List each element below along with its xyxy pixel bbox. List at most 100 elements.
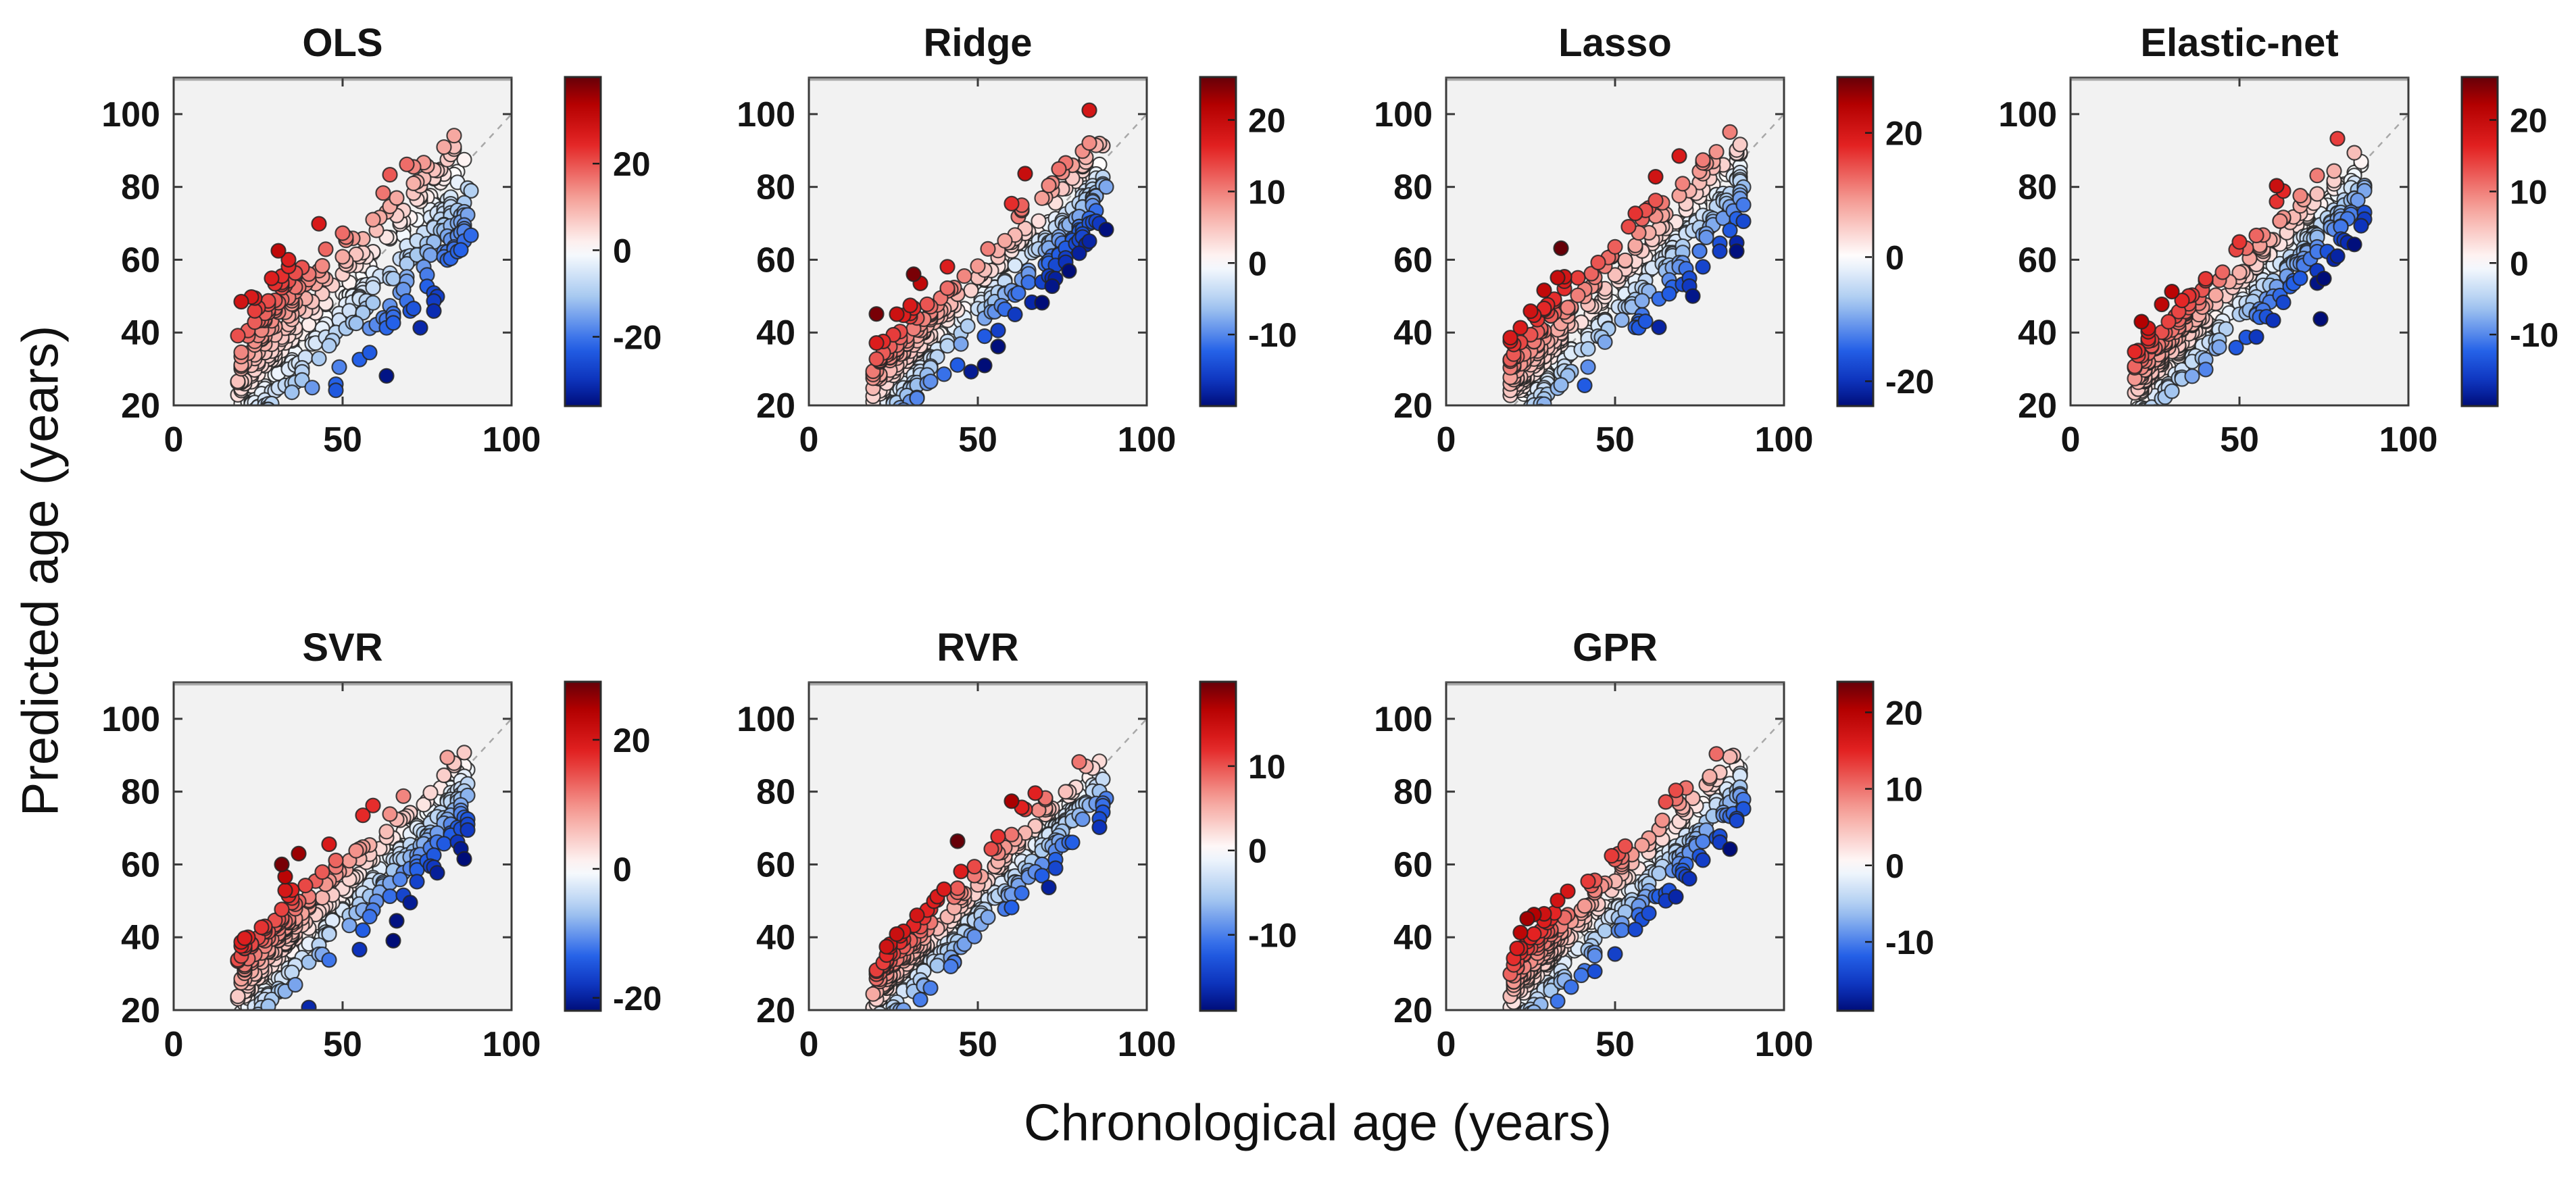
colorbar-tick-label: 0 <box>1248 245 1267 282</box>
scatter-point <box>2231 264 2248 280</box>
colorbar-tick-label: 10 <box>1248 748 1286 786</box>
scatter-point <box>2198 271 2214 287</box>
scatter-point <box>284 384 300 401</box>
scatter-point <box>1027 785 1043 801</box>
scatter-point <box>291 845 307 862</box>
scatter-point <box>264 270 280 286</box>
scatter-point <box>1536 282 1552 299</box>
scatter-point <box>297 877 314 894</box>
colorbar-tick-label: -20 <box>613 318 662 356</box>
scatter-point <box>1607 239 1623 255</box>
scatter-point <box>2312 311 2329 327</box>
scatter-point <box>1722 841 1738 857</box>
y-tick-label: 60 <box>1393 845 1433 884</box>
scatter-point <box>365 797 381 813</box>
scatter-point <box>1560 883 1576 899</box>
colorbar-tick-label: 0 <box>1885 239 1904 276</box>
x-tick-label: 0 <box>1437 1025 1456 1064</box>
axes-box <box>172 681 513 1011</box>
scatter-point <box>287 976 303 993</box>
scatter-point <box>265 1022 279 1036</box>
scatter-point <box>362 908 378 925</box>
panel-title: Elastic-net <box>2140 21 2338 65</box>
scatter-point <box>919 296 935 312</box>
scatter-point <box>1627 205 1643 222</box>
scatter-point <box>939 280 956 297</box>
scatter-point <box>412 320 428 336</box>
y-tick-label: 20 <box>2018 386 2057 426</box>
scatter-point <box>2292 270 2308 286</box>
scatter-point <box>1526 926 1542 943</box>
scatter-point <box>990 828 1006 845</box>
scatter-point <box>1675 176 1691 192</box>
scatter-point <box>976 328 993 345</box>
scatter-point <box>1695 852 1711 868</box>
scatter-point <box>1007 257 1023 274</box>
scatter-point <box>2211 339 2227 355</box>
scatter-point <box>2150 404 2160 405</box>
scatter-point <box>2309 168 2325 184</box>
scatter-point <box>362 345 378 361</box>
scatter-point <box>348 843 364 859</box>
scatter-point <box>230 988 246 1005</box>
x-tick-label: 50 <box>323 420 362 459</box>
scatter-point <box>436 767 452 784</box>
scatter-point <box>355 922 371 938</box>
scatter-point <box>936 881 952 897</box>
colorbar <box>564 76 602 407</box>
scatter-point <box>314 257 330 274</box>
scatter-point <box>1081 233 1097 249</box>
scatter-point <box>382 167 398 183</box>
y-tick-label: 40 <box>121 313 160 353</box>
scatter-point <box>2128 428 2142 442</box>
scatter-point <box>241 1024 255 1038</box>
x-tick-label: 50 <box>958 420 997 459</box>
scatter-point <box>980 241 996 257</box>
scatter-point <box>949 833 966 849</box>
scatter-point <box>1536 396 1552 405</box>
tick-marks <box>172 78 513 407</box>
y-tick-label: 40 <box>756 918 795 957</box>
scatter-point <box>1044 278 1060 295</box>
scatter-point <box>1512 320 1529 336</box>
colorbar-tick-label: -10 <box>1248 316 1297 354</box>
axes-box <box>1445 76 1785 407</box>
scatter-points <box>2127 130 2373 442</box>
scatter-points <box>230 128 479 468</box>
scatter-point <box>429 865 445 881</box>
scatter-point <box>382 806 398 822</box>
scatter-point <box>1553 376 1569 393</box>
scatter-point <box>2127 343 2143 360</box>
scatter-point <box>231 453 245 468</box>
scatter-point <box>1007 306 1023 322</box>
x-tick-label: 0 <box>799 420 819 459</box>
scatter-point <box>1702 768 1718 784</box>
scatter-point <box>1507 1018 1521 1032</box>
scatter-point <box>1504 422 1518 436</box>
y-tick-label: 80 <box>1393 168 1433 207</box>
scatter-point <box>1587 963 1603 980</box>
scatter-point <box>382 888 398 905</box>
scatter-point <box>230 328 246 344</box>
scatter-point <box>241 1019 255 1033</box>
scatter-point <box>2155 411 2169 425</box>
scatter-point <box>331 359 347 375</box>
colorbar-tick-label: 20 <box>613 722 651 759</box>
scatter-point <box>378 368 395 384</box>
colorbar-tick-label: 0 <box>613 851 632 888</box>
scatter-point <box>1597 334 1613 350</box>
scatter-point <box>1004 899 1020 915</box>
scatter-point <box>399 156 415 172</box>
scatter-point <box>1617 252 1633 268</box>
scatter-point <box>953 863 969 880</box>
scatter-point <box>436 836 452 852</box>
scatter-point <box>311 216 327 232</box>
scatter-point <box>1617 838 1633 854</box>
scatter-point <box>321 836 337 853</box>
scatter-point <box>453 242 469 258</box>
scatter-point <box>1577 898 1593 914</box>
y-tick-label: 20 <box>756 991 795 1030</box>
scatter-point <box>231 416 245 430</box>
scatter-point <box>1014 885 1030 901</box>
scatter-point <box>463 227 479 243</box>
